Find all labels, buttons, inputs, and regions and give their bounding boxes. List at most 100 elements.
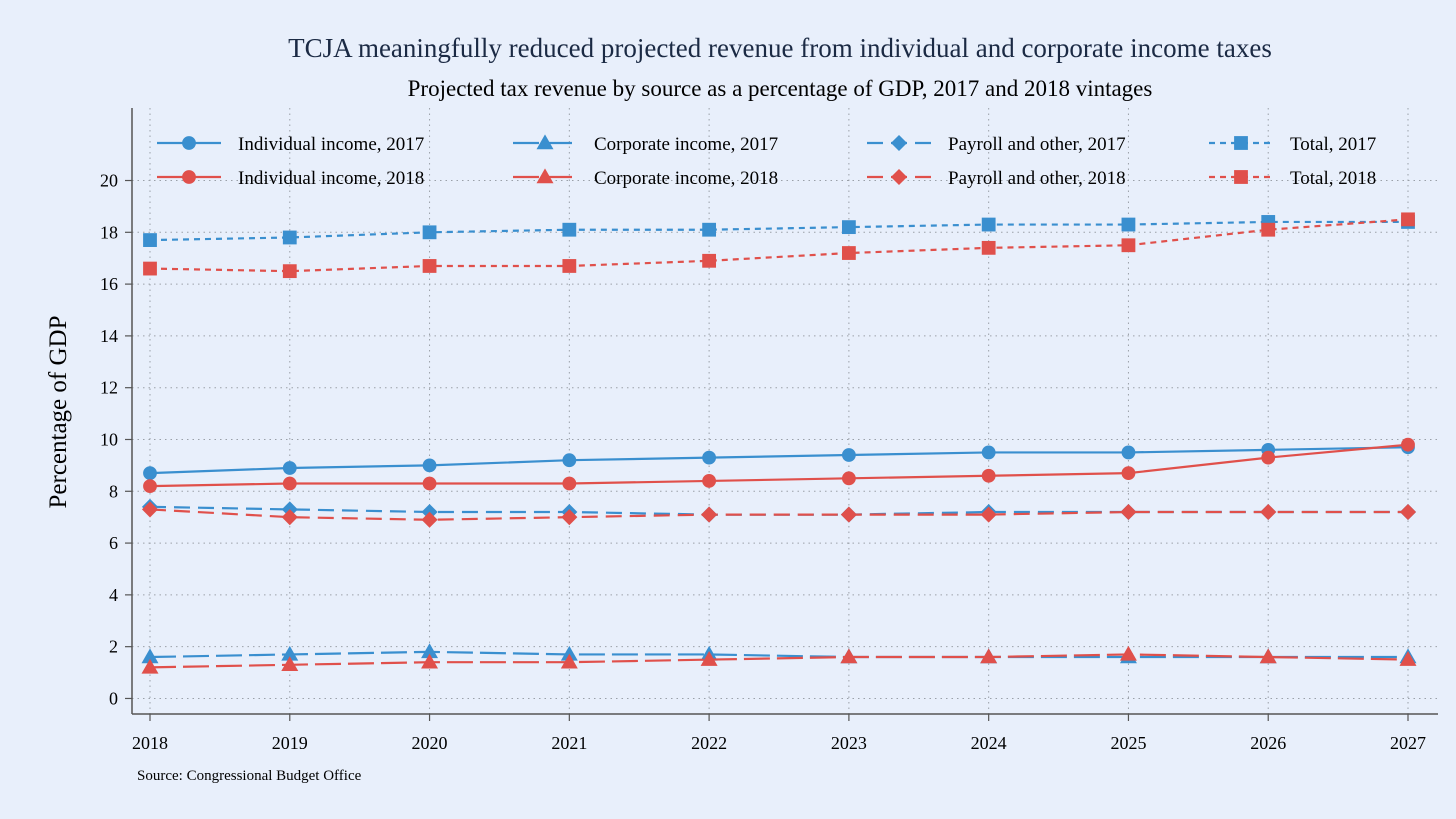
data-point [841, 448, 856, 462]
data-point [702, 222, 717, 237]
legend-marker [536, 134, 554, 150]
chart-subtitle: Projected tax revenue by source as a per… [408, 76, 1153, 101]
data-point [701, 506, 718, 523]
data-point [143, 479, 157, 494]
data-point [980, 648, 998, 664]
data-point [143, 466, 157, 481]
series-corporate-income-2017 [141, 643, 1417, 664]
data-point [841, 220, 856, 235]
data-point [702, 474, 717, 488]
legend-marker [182, 170, 196, 184]
data-point [1401, 212, 1415, 227]
data-point [702, 450, 717, 465]
legend-marker [536, 168, 554, 184]
data-point [841, 246, 856, 260]
data-point [840, 648, 858, 664]
x-tick-label: 2018 [132, 733, 168, 753]
data-point [421, 653, 439, 669]
y-axis-title: Percentage of GDP [45, 316, 72, 509]
legend-item-total-2018: Total, 2018 [1209, 168, 1376, 189]
data-point [561, 509, 578, 526]
data-point [281, 656, 299, 672]
data-point [840, 506, 857, 523]
legend-label: Total, 2018 [1290, 168, 1376, 189]
data-point [143, 261, 157, 276]
data-point [1260, 503, 1277, 521]
data-point [143, 233, 157, 247]
series-line [149, 653, 1409, 669]
legend-label: Payroll and other, 2018 [948, 168, 1126, 189]
legend-item-individual-income-2017: Individual income, 2017 [157, 134, 424, 155]
data-point [981, 468, 996, 483]
series-line [149, 218, 1409, 273]
data-point [282, 230, 297, 245]
data-point [1120, 503, 1137, 521]
chart-title: TCJA meaningfully reduced projected reve… [288, 33, 1272, 63]
data-point [981, 240, 996, 255]
data-point [1399, 651, 1417, 666]
legend-label: Individual income, 2018 [238, 168, 424, 189]
legend-item-total-2017: Total, 2017 [1209, 134, 1376, 155]
data-point [422, 476, 437, 491]
data-point [702, 253, 717, 268]
series-corporate-income-2018 [141, 645, 1417, 674]
y-tick-label: 8 [109, 481, 118, 501]
y-tick-label: 14 [100, 326, 118, 346]
legend-label: Individual income, 2017 [238, 134, 424, 155]
data-point [282, 476, 297, 491]
data-point [700, 651, 718, 666]
data-point [1119, 645, 1137, 661]
x-tick-label: 2022 [691, 733, 727, 753]
data-point [1121, 445, 1136, 460]
data-point [980, 506, 997, 523]
data-point [841, 471, 856, 486]
legend: Individual income, 2017 Corporate income,… [157, 134, 1376, 189]
x-tick-label: 2026 [1250, 733, 1286, 753]
legend-item-payroll-and-other-2018: Payroll and other, 2018 [867, 168, 1126, 189]
data-point [562, 222, 577, 237]
legend-item-corporate-income-2018: Corporate income, 2018 [513, 168, 778, 189]
series-line [149, 446, 1409, 475]
data-point [1121, 238, 1136, 253]
y-tick-label: 0 [109, 688, 118, 708]
data-point [1121, 217, 1136, 232]
data-point [422, 225, 437, 240]
legend-label: Corporate income, 2018 [594, 168, 778, 189]
x-tick-label: 2024 [971, 733, 1007, 753]
legend-marker [1234, 170, 1248, 184]
series-line [149, 443, 1409, 488]
series-total-2017 [143, 215, 1415, 247]
y-tick-label: 12 [100, 378, 118, 398]
data-point [1121, 466, 1136, 481]
data-point [1401, 437, 1415, 452]
data-point [562, 453, 577, 468]
series-line [149, 505, 1408, 516]
x-tick-label: 2019 [272, 733, 308, 753]
legend-item-payroll-and-other-2017: Payroll and other, 2017 [867, 134, 1126, 155]
y-tick-label: 18 [100, 222, 118, 242]
legend-item-individual-income-2018: Individual income, 2018 [157, 168, 424, 189]
legend-marker [890, 168, 908, 186]
data-point [1261, 450, 1276, 465]
x-tick-label: 2020 [412, 733, 448, 753]
legend-label: Total, 2017 [1290, 134, 1376, 155]
data-point [281, 509, 298, 526]
plot-area: 0 2 4 6 8 10 12 14 16 18 20 2018 2019 2020 2021 2022 202… [100, 108, 1438, 753]
legend-label: Payroll and other, 2017 [948, 134, 1126, 155]
y-tick-label: 10 [100, 429, 118, 449]
data-point [981, 217, 996, 232]
data-point [282, 264, 297, 279]
y-tick-label: 2 [109, 637, 118, 657]
data-point [1399, 503, 1417, 521]
data-point [422, 259, 437, 273]
data-point [282, 461, 297, 475]
legend-marker [890, 134, 908, 152]
x-tick-label: 2025 [1110, 733, 1146, 753]
x-tick-label: 2021 [551, 733, 587, 753]
series-line [149, 220, 1408, 242]
data-point [141, 501, 159, 518]
legend-marker [182, 136, 196, 150]
y-tick-label: 4 [109, 585, 118, 605]
data-point [422, 458, 437, 473]
